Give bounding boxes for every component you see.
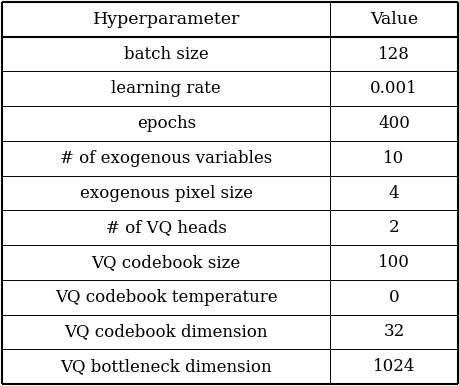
Text: 0: 0	[388, 289, 398, 306]
Text: 100: 100	[377, 254, 409, 271]
Text: 10: 10	[382, 150, 403, 167]
Text: epochs: epochs	[136, 115, 196, 132]
Text: 128: 128	[377, 46, 409, 63]
Text: VQ bottleneck dimension: VQ bottleneck dimension	[60, 358, 271, 375]
Text: 4: 4	[388, 185, 398, 201]
Text: Value: Value	[369, 11, 417, 28]
Text: batch size: batch size	[123, 46, 208, 63]
Text: 2: 2	[388, 219, 398, 236]
Text: # of exogenous variables: # of exogenous variables	[60, 150, 272, 167]
Text: 400: 400	[377, 115, 409, 132]
Text: Hyperparameter: Hyperparameter	[92, 11, 240, 28]
Text: VQ codebook dimension: VQ codebook dimension	[64, 323, 268, 340]
Text: VQ codebook temperature: VQ codebook temperature	[55, 289, 277, 306]
Text: VQ codebook size: VQ codebook size	[91, 254, 241, 271]
Text: 1024: 1024	[372, 358, 414, 375]
Text: 32: 32	[382, 323, 403, 340]
Text: # of VQ heads: # of VQ heads	[106, 219, 226, 236]
Text: 0.001: 0.001	[369, 80, 417, 97]
Text: exogenous pixel size: exogenous pixel size	[79, 185, 252, 201]
Text: learning rate: learning rate	[111, 80, 221, 97]
